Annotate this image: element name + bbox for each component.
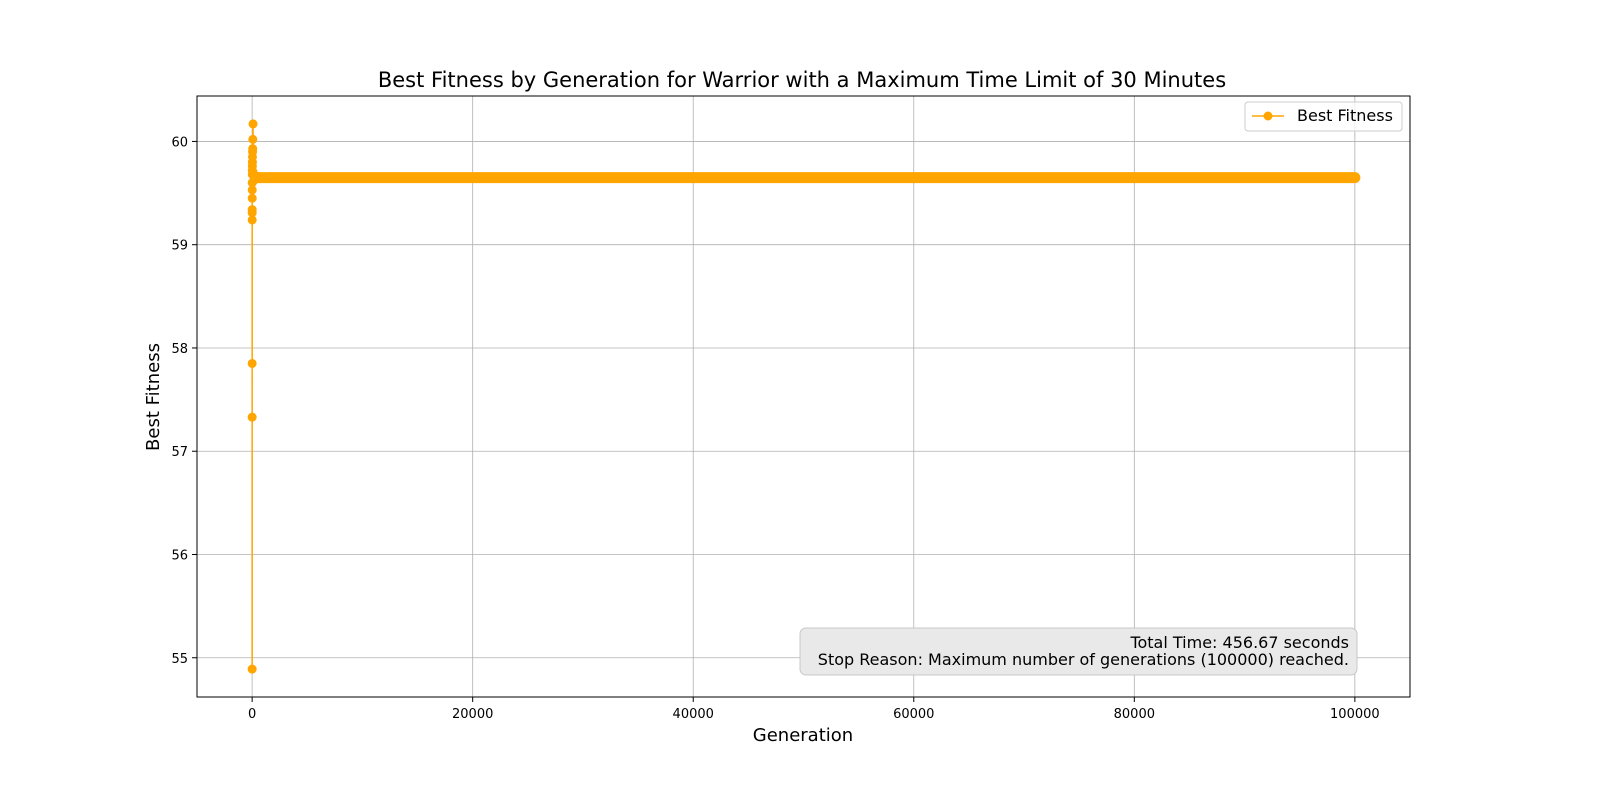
x-tick-label: 40000 xyxy=(673,707,714,722)
chart-title: Best Fitness by Generation for Warrior w… xyxy=(378,68,1226,92)
x-tick-label: 100000 xyxy=(1330,707,1380,722)
legend-label: Best Fitness xyxy=(1297,106,1393,125)
x-tick-label: 80000 xyxy=(1114,707,1155,722)
data-point xyxy=(247,358,257,368)
data-point xyxy=(247,193,257,203)
series-line xyxy=(251,123,1355,670)
grid-lines xyxy=(197,96,1410,697)
data-point xyxy=(247,664,257,674)
y-tick-label: 59 xyxy=(171,239,188,254)
data-point xyxy=(247,185,257,195)
y-tick-label: 57 xyxy=(171,445,188,460)
y-tick-label: 56 xyxy=(171,548,188,563)
x-axis-label: Generation xyxy=(753,725,853,746)
annotation-line-2: Stop Reason: Maximum number of generatio… xyxy=(818,650,1349,669)
tick-layer: 0 20000 40000 60000 80000 100000 55 56 57 58 59 60 xyxy=(171,135,1379,722)
data-point xyxy=(248,119,258,129)
data-point xyxy=(248,134,258,144)
y-tick-label: 58 xyxy=(171,342,188,357)
x-tick-label: 60000 xyxy=(893,707,934,722)
data-point xyxy=(247,205,257,215)
data-point xyxy=(247,215,257,225)
data-point xyxy=(253,172,263,182)
y-tick-label: 55 xyxy=(171,652,188,667)
y-tick-label: 60 xyxy=(171,135,188,150)
x-tick-label: 20000 xyxy=(452,707,493,722)
series-layer xyxy=(247,119,1361,674)
plot-frame xyxy=(196,95,1411,698)
annotation-background xyxy=(799,627,1358,676)
y-axis-label: Best Fitness xyxy=(143,343,164,451)
annotation-box: Total Time: 456.67 seconds Stop Reason: … xyxy=(799,627,1358,676)
annotation-line-1: Total Time: 456.67 seconds xyxy=(1129,633,1349,652)
legend-box xyxy=(1244,101,1403,132)
x-tick-label: 0 xyxy=(248,707,256,722)
data-point xyxy=(247,412,257,422)
legend: Best Fitness xyxy=(1244,101,1403,132)
data-point xyxy=(248,144,258,154)
legend-marker xyxy=(1263,111,1273,121)
